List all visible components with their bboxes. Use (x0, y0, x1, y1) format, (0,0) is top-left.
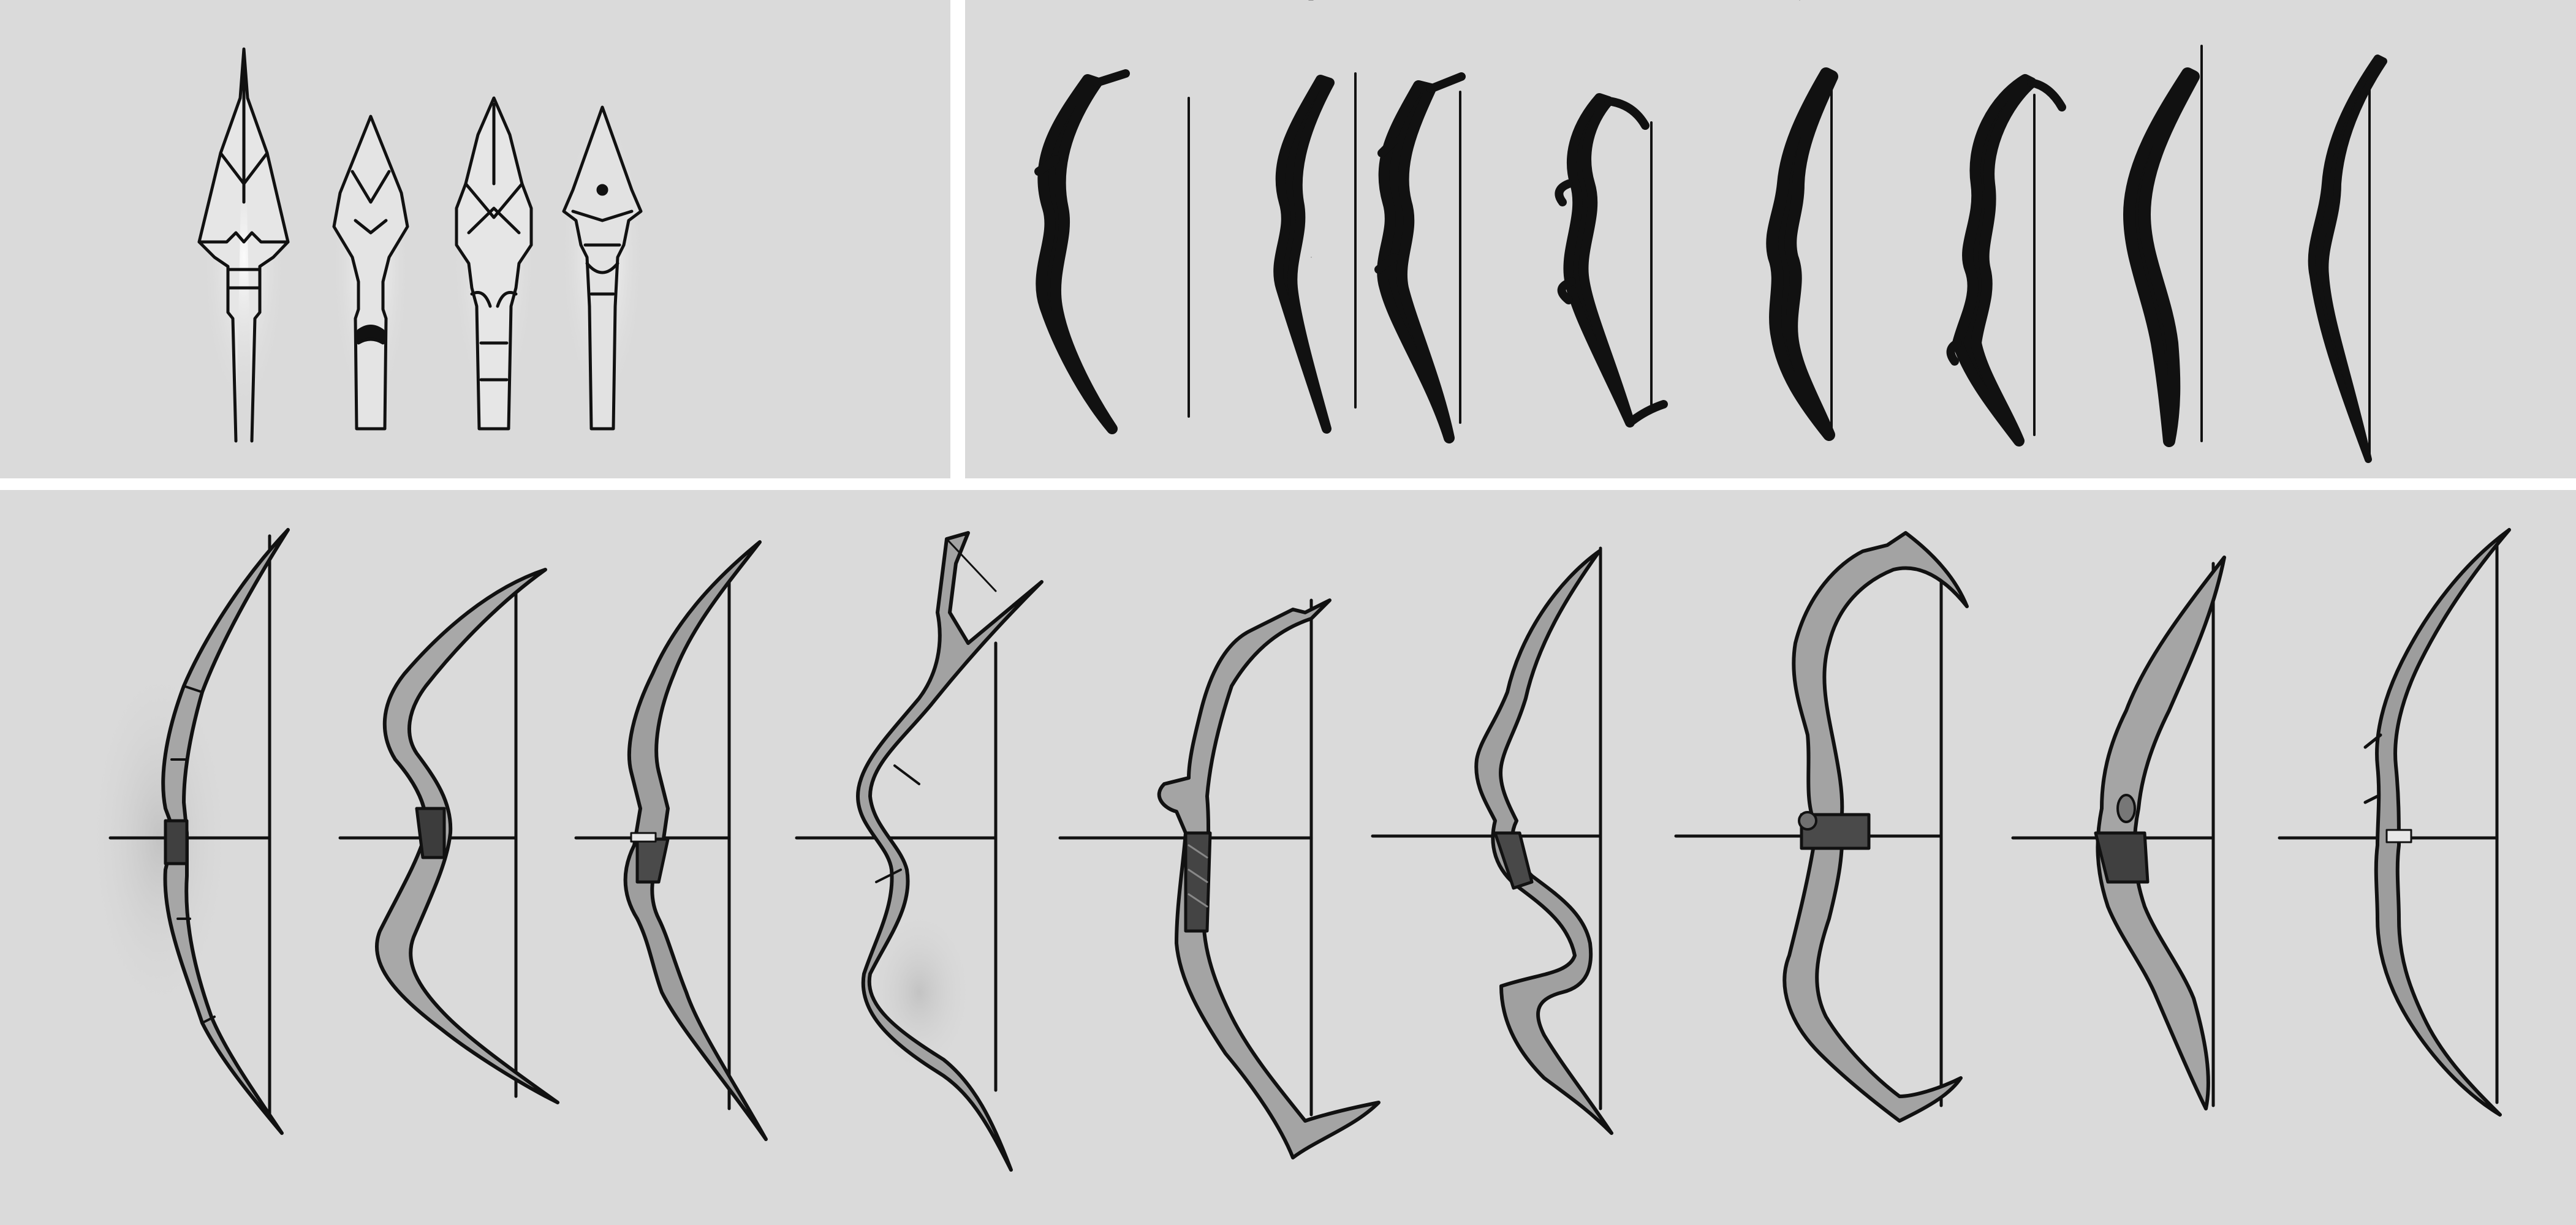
silhouette-panel (965, 0, 2576, 478)
arrowhead-2 (331, 115, 411, 431)
bow-design-4 (795, 531, 1044, 1172)
bow-design-8 (2011, 556, 2226, 1110)
bow-silhouette-3 (1374, 72, 1466, 443)
bow-design-2 (338, 568, 559, 1104)
arrowhead-drawing (197, 47, 645, 443)
bow-designs-drawing (86, 528, 2511, 1172)
arrowhead-3 (451, 96, 537, 431)
bow-silhouette-8 (2308, 55, 2387, 463)
silhouette-drawing (1034, 0, 2387, 463)
arrowhead-4 (559, 104, 645, 431)
bow-design-1 (86, 528, 290, 1135)
bow-design-5 (1058, 598, 1381, 1159)
bow-designs-panel (0, 490, 2576, 1225)
bow-design-9 (2278, 528, 2511, 1117)
bow-silhouette-2 (1273, 0, 1357, 434)
bow-design-7 (1674, 531, 1969, 1123)
bow-silhouette-1 (1034, 0, 1800, 434)
bow-design-6 (1371, 546, 1613, 1135)
arrowhead-1 (197, 47, 290, 443)
bow-design-3 (574, 540, 768, 1141)
bow-silhouette-4 (1555, 93, 1668, 428)
arrowhead-panel (0, 0, 950, 478)
bow-silhouette-5 (1766, 67, 1838, 441)
bow-silhouette-7 (2123, 45, 2203, 447)
bow-silhouette-6 (1946, 74, 2066, 447)
